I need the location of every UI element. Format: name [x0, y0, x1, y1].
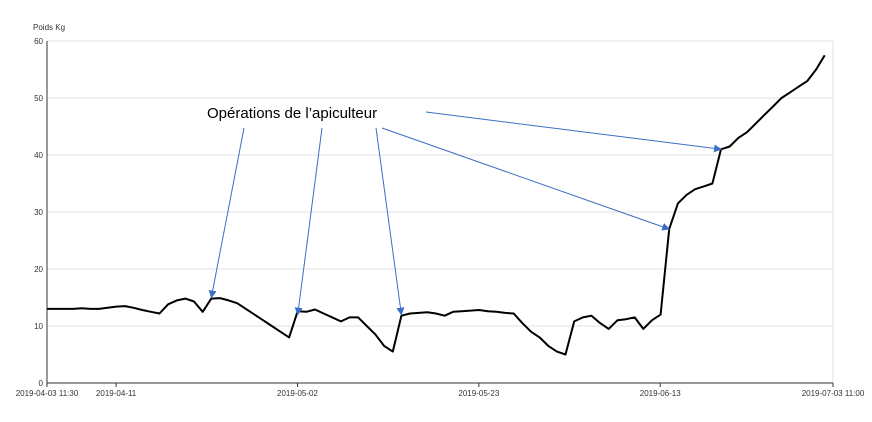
gridlines — [47, 40, 834, 383]
annotation-arrow — [425, 111, 723, 153]
y-axis-label: Poids Kg — [33, 23, 65, 32]
y-axis-ticks: 0 10 20 30 40 50 60 — [34, 37, 43, 388]
weight-series-line — [47, 54, 826, 356]
x-tick-label: 2019-04-11 — [96, 389, 137, 398]
x-tick-label: 2019-07-03 11:00 — [802, 389, 865, 398]
annotation-arrows — [208, 111, 723, 316]
annotation-text: Opérations de l’apiculteur — [207, 105, 377, 122]
y-tick-label: 0 — [39, 379, 44, 388]
axes — [46, 41, 833, 384]
x-tick-label: 2019-05-02 — [277, 389, 318, 398]
y-tick-label: 40 — [34, 151, 43, 160]
x-tick-label: 2019-06-13 — [640, 389, 681, 398]
y-tick-label: 50 — [34, 94, 43, 103]
annotation-arrow — [381, 127, 671, 231]
annotation-arrow — [375, 127, 405, 316]
x-tick-label: 2019-05-23 — [458, 389, 499, 398]
x-tick-label: 2019-04-03 11:30 — [16, 389, 79, 398]
y-tick-label: 10 — [34, 322, 43, 331]
y-tick-label: 30 — [34, 208, 43, 217]
y-tick-label: 60 — [34, 37, 43, 46]
x-axis-ticks: 2019-04-03 11:30 2019-04-11 2019-05-02 2019… — [16, 383, 865, 398]
y-tick-label: 20 — [34, 265, 43, 274]
weight-series — [47, 54, 826, 356]
annotation-arrow — [294, 127, 323, 316]
annotation-arrow — [208, 127, 245, 299]
